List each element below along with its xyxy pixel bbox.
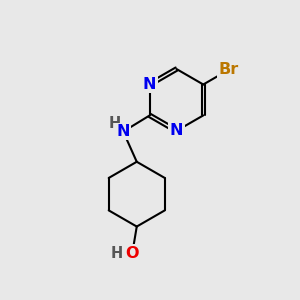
Text: H: H — [111, 246, 123, 261]
Text: N: N — [170, 123, 183, 138]
Text: N: N — [116, 124, 130, 139]
Text: H: H — [109, 116, 121, 131]
Text: N: N — [143, 77, 157, 92]
Text: O: O — [126, 246, 139, 261]
Text: Br: Br — [219, 62, 239, 77]
